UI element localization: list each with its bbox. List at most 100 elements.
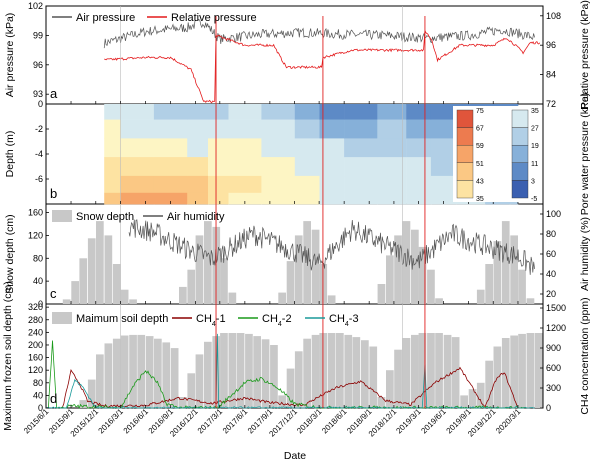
frozen-soil-depth-bar	[170, 348, 179, 408]
x-tick-label: 2018/3/1	[295, 407, 324, 436]
frozen-soil-depth-bar	[195, 354, 204, 408]
frozen-soil-depth-bar	[79, 400, 88, 408]
frozen-depth-axis-tick-label: 200	[28, 340, 43, 350]
air-pressure-axis-tick-label: 96	[33, 60, 43, 70]
snow-depth-bar	[204, 221, 212, 304]
air-pressure-axis-tick-label: 102	[28, 1, 43, 11]
depth-axis-tick-label: 0	[38, 99, 43, 109]
heatmap-cell	[153, 175, 188, 194]
frozen-soil-depth-bar	[468, 389, 477, 408]
heatmap-cell	[208, 138, 229, 158]
heatmap-cell	[344, 175, 378, 194]
frozen-soil-depth-bar	[179, 397, 187, 408]
relative-pressure-axis-tick-label: 108	[546, 11, 561, 21]
frozen-depth-axis-tick-label: 160	[28, 353, 43, 363]
colorbar-cool-segment	[511, 127, 529, 146]
heatmap-cell	[377, 157, 407, 177]
heatmap-cell	[430, 104, 457, 120]
frozen-soil-depth-bar	[327, 333, 336, 408]
heatmap-cell	[406, 192, 432, 205]
heatmap-cell	[120, 138, 155, 158]
guide-lines	[120, 6, 426, 408]
frozen-soil-depth-bar	[104, 343, 113, 408]
legend-ch4-2-text: CH4-2	[262, 313, 292, 328]
snow-depth-bar	[104, 235, 113, 304]
frozen-soil-depth-bar	[278, 395, 286, 408]
ch4-2-line	[48, 340, 527, 409]
frozen-soil-depth-bar	[311, 334, 320, 408]
colorbar-warm-tick: 75	[476, 108, 484, 115]
snow-depth-bar	[411, 229, 419, 304]
snow-depth-bar	[402, 221, 411, 304]
legend-ch4-1-text: CH4-1	[196, 313, 226, 328]
frozen-soil-depth-bar	[411, 334, 419, 408]
heatmap-cell	[120, 119, 155, 139]
legend-soil-depth-text: Maimum soil depth	[76, 313, 168, 325]
frozen-soil-depth-bar	[220, 333, 228, 408]
frozen-depth-axis-tick-label: 0	[38, 403, 43, 413]
legend-air-pressure-text: Air pressure	[76, 12, 135, 24]
air-humidity-axis-tick-label: 100	[546, 209, 561, 219]
air-pressure-axis-tick-label: 93	[33, 89, 43, 99]
heatmap-cell	[228, 192, 262, 205]
heatmap-cell	[153, 192, 188, 205]
heatmap-cell	[104, 138, 121, 158]
snow-depth-bar	[377, 284, 386, 304]
heatmap-cell	[153, 104, 188, 120]
heatmap-cell	[294, 104, 320, 120]
frozen-depth-axis-tick-label: 320	[28, 302, 43, 312]
snow-depth-axis-tick-label: 160	[28, 208, 43, 218]
air-humidity-axis-tick-label: 80	[546, 229, 556, 239]
heatmap-cell	[377, 138, 407, 158]
x-tick-label: 2015/6/1	[22, 407, 51, 436]
heatmap-cell	[104, 192, 121, 205]
frozen-soil-depth-bar	[129, 334, 137, 408]
snow-depth-bar	[485, 264, 493, 304]
heatmap-cell	[344, 138, 378, 158]
snow-depth-bar	[120, 289, 129, 304]
frozen-soil-depth-bar	[443, 334, 452, 408]
heatmap-cell	[319, 119, 345, 139]
snow-depth-axis-tick-label: 40	[33, 276, 43, 286]
frozen-soil-depth-bar	[369, 346, 378, 408]
snow-depth-bar	[386, 255, 394, 304]
heatmap-cell	[208, 157, 229, 177]
heatmap-cell	[319, 138, 345, 158]
heatmap-cell	[228, 104, 262, 120]
frozen-depth-axis-tick-label: 280	[28, 315, 43, 325]
panel-a-y2label: Relative pressure (kPa)	[579, 0, 591, 110]
ch4-axis-tick-label: 300	[546, 383, 561, 393]
heatmap-cell	[228, 138, 262, 158]
frozen-soil-depth-bar	[510, 335, 518, 408]
colorbar-warm-segment	[456, 109, 474, 128]
heatmap-cell	[208, 119, 229, 139]
frozen-soil-depth-bar	[154, 338, 162, 408]
panel-c-ylabel: Snow depth (cm)	[4, 214, 16, 293]
snow-depth-bar	[327, 295, 336, 304]
frozen-depth-axis-tick-label: 80	[33, 378, 43, 388]
frozen-soil-depth-bar	[518, 333, 526, 408]
legend-relative-pressure-text: Relative pressure	[171, 12, 257, 24]
panel-letter-d: d	[50, 391, 57, 406]
snow-depth-bar	[129, 299, 137, 304]
x-tick-label: 2016/6/1	[122, 407, 151, 436]
frozen-soil-depth-bar	[526, 333, 535, 408]
colorbar-cool-tick: 27	[531, 126, 539, 133]
colorbar-warm-segment	[456, 144, 474, 163]
relative-pressure-axis-tick-label: 72	[546, 99, 556, 109]
panel-letter-a: a	[50, 86, 58, 101]
frozen-soil-depth-bar	[344, 334, 353, 408]
heatmap-cell	[430, 157, 457, 177]
heatmap-cell	[319, 157, 345, 177]
air-pressure-line	[103, 18, 535, 49]
panel-b-ylabel: Depth (m)	[4, 131, 16, 178]
colorbar-cool-segment	[511, 162, 529, 181]
ch4-3-line	[45, 333, 535, 409]
heatmap-cell	[187, 104, 209, 120]
heatmap-cell	[377, 175, 407, 194]
heatmap-cell	[187, 119, 209, 139]
colorbar-cool-segment	[511, 180, 529, 199]
air-pressure-axis-tick-label: 99	[33, 30, 43, 40]
heatmap-cell	[430, 192, 457, 205]
